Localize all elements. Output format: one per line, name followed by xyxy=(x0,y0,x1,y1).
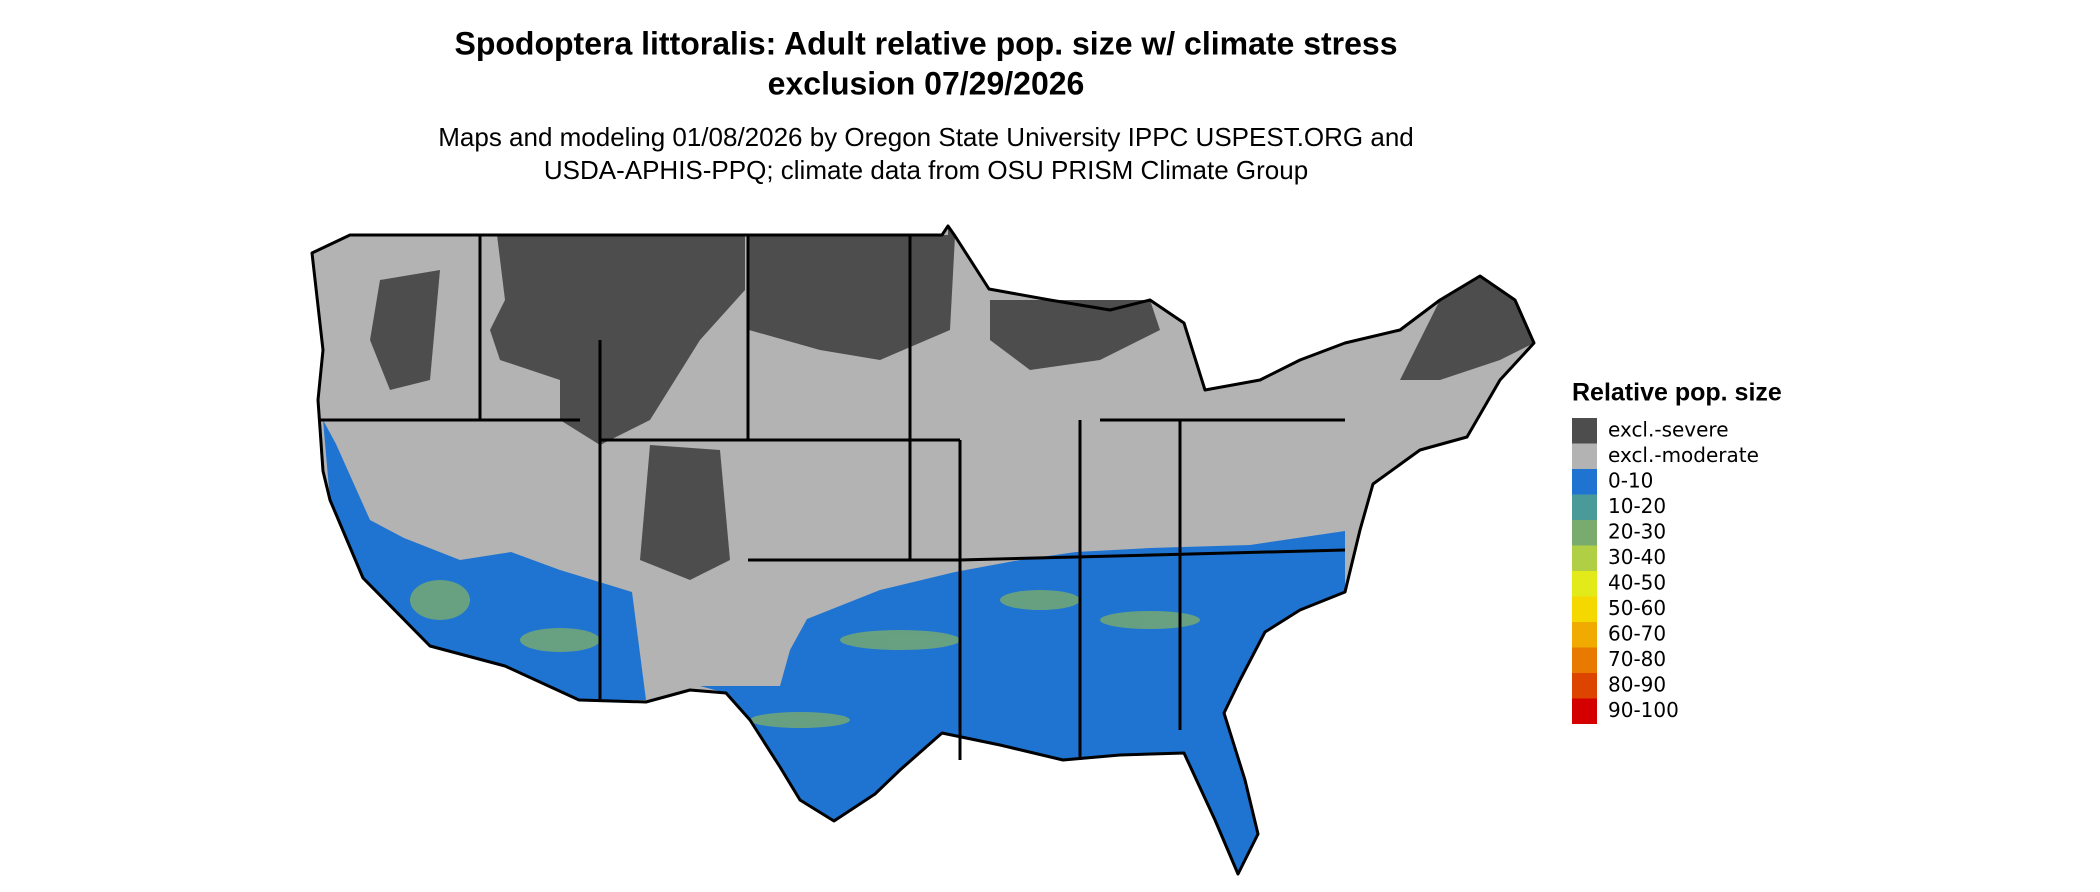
legend-swatch xyxy=(1572,571,1597,597)
legend-label: 80-90 xyxy=(1608,673,1666,697)
legend-swatch xyxy=(1572,418,1597,444)
legend-swatch xyxy=(1572,545,1597,571)
legend-label: 90-100 xyxy=(1608,698,1679,722)
legend: excl.-severeexcl.-moderate0-1010-2020-30… xyxy=(1572,418,1759,724)
map-title: Spodoptera littoralis: Adult relative po… xyxy=(454,25,1397,61)
legend-label: 30-40 xyxy=(1608,545,1666,569)
legend-swatch xyxy=(1572,673,1597,699)
legend-label: 70-80 xyxy=(1608,647,1666,671)
legend-label: 40-50 xyxy=(1608,571,1666,595)
legend-swatch xyxy=(1572,469,1597,495)
legend-swatch xyxy=(1572,494,1597,520)
legend-swatch xyxy=(1572,443,1597,469)
legend-title: Relative pop. size xyxy=(1572,379,1782,407)
legend-swatch xyxy=(1572,622,1597,648)
legend-label: excl.-moderate xyxy=(1608,443,1759,467)
legend-label: excl.-severe xyxy=(1608,418,1729,442)
map-title: exclusion 07/29/2026 xyxy=(768,65,1085,101)
map-subtitle: Maps and modeling 01/08/2026 by Oregon S… xyxy=(438,122,1414,152)
legend-swatch xyxy=(1572,647,1597,673)
legend-label: 50-60 xyxy=(1608,596,1666,620)
map-outline xyxy=(310,224,1536,876)
legend-swatch xyxy=(1572,596,1597,622)
state-borders xyxy=(318,235,1346,760)
legend-label: 20-30 xyxy=(1608,520,1666,544)
us-map xyxy=(310,224,1536,876)
legend-label: 60-70 xyxy=(1608,622,1666,646)
region-20-30 xyxy=(410,580,1200,728)
legend-label: 10-20 xyxy=(1608,494,1666,518)
region-severe xyxy=(370,226,1534,580)
legend-swatch xyxy=(1572,520,1597,546)
map-subtitle: USDA-APHIS-PPQ; climate data from OSU PR… xyxy=(544,155,1308,185)
legend-label: 0-10 xyxy=(1608,469,1653,493)
legend-swatch xyxy=(1572,698,1597,724)
